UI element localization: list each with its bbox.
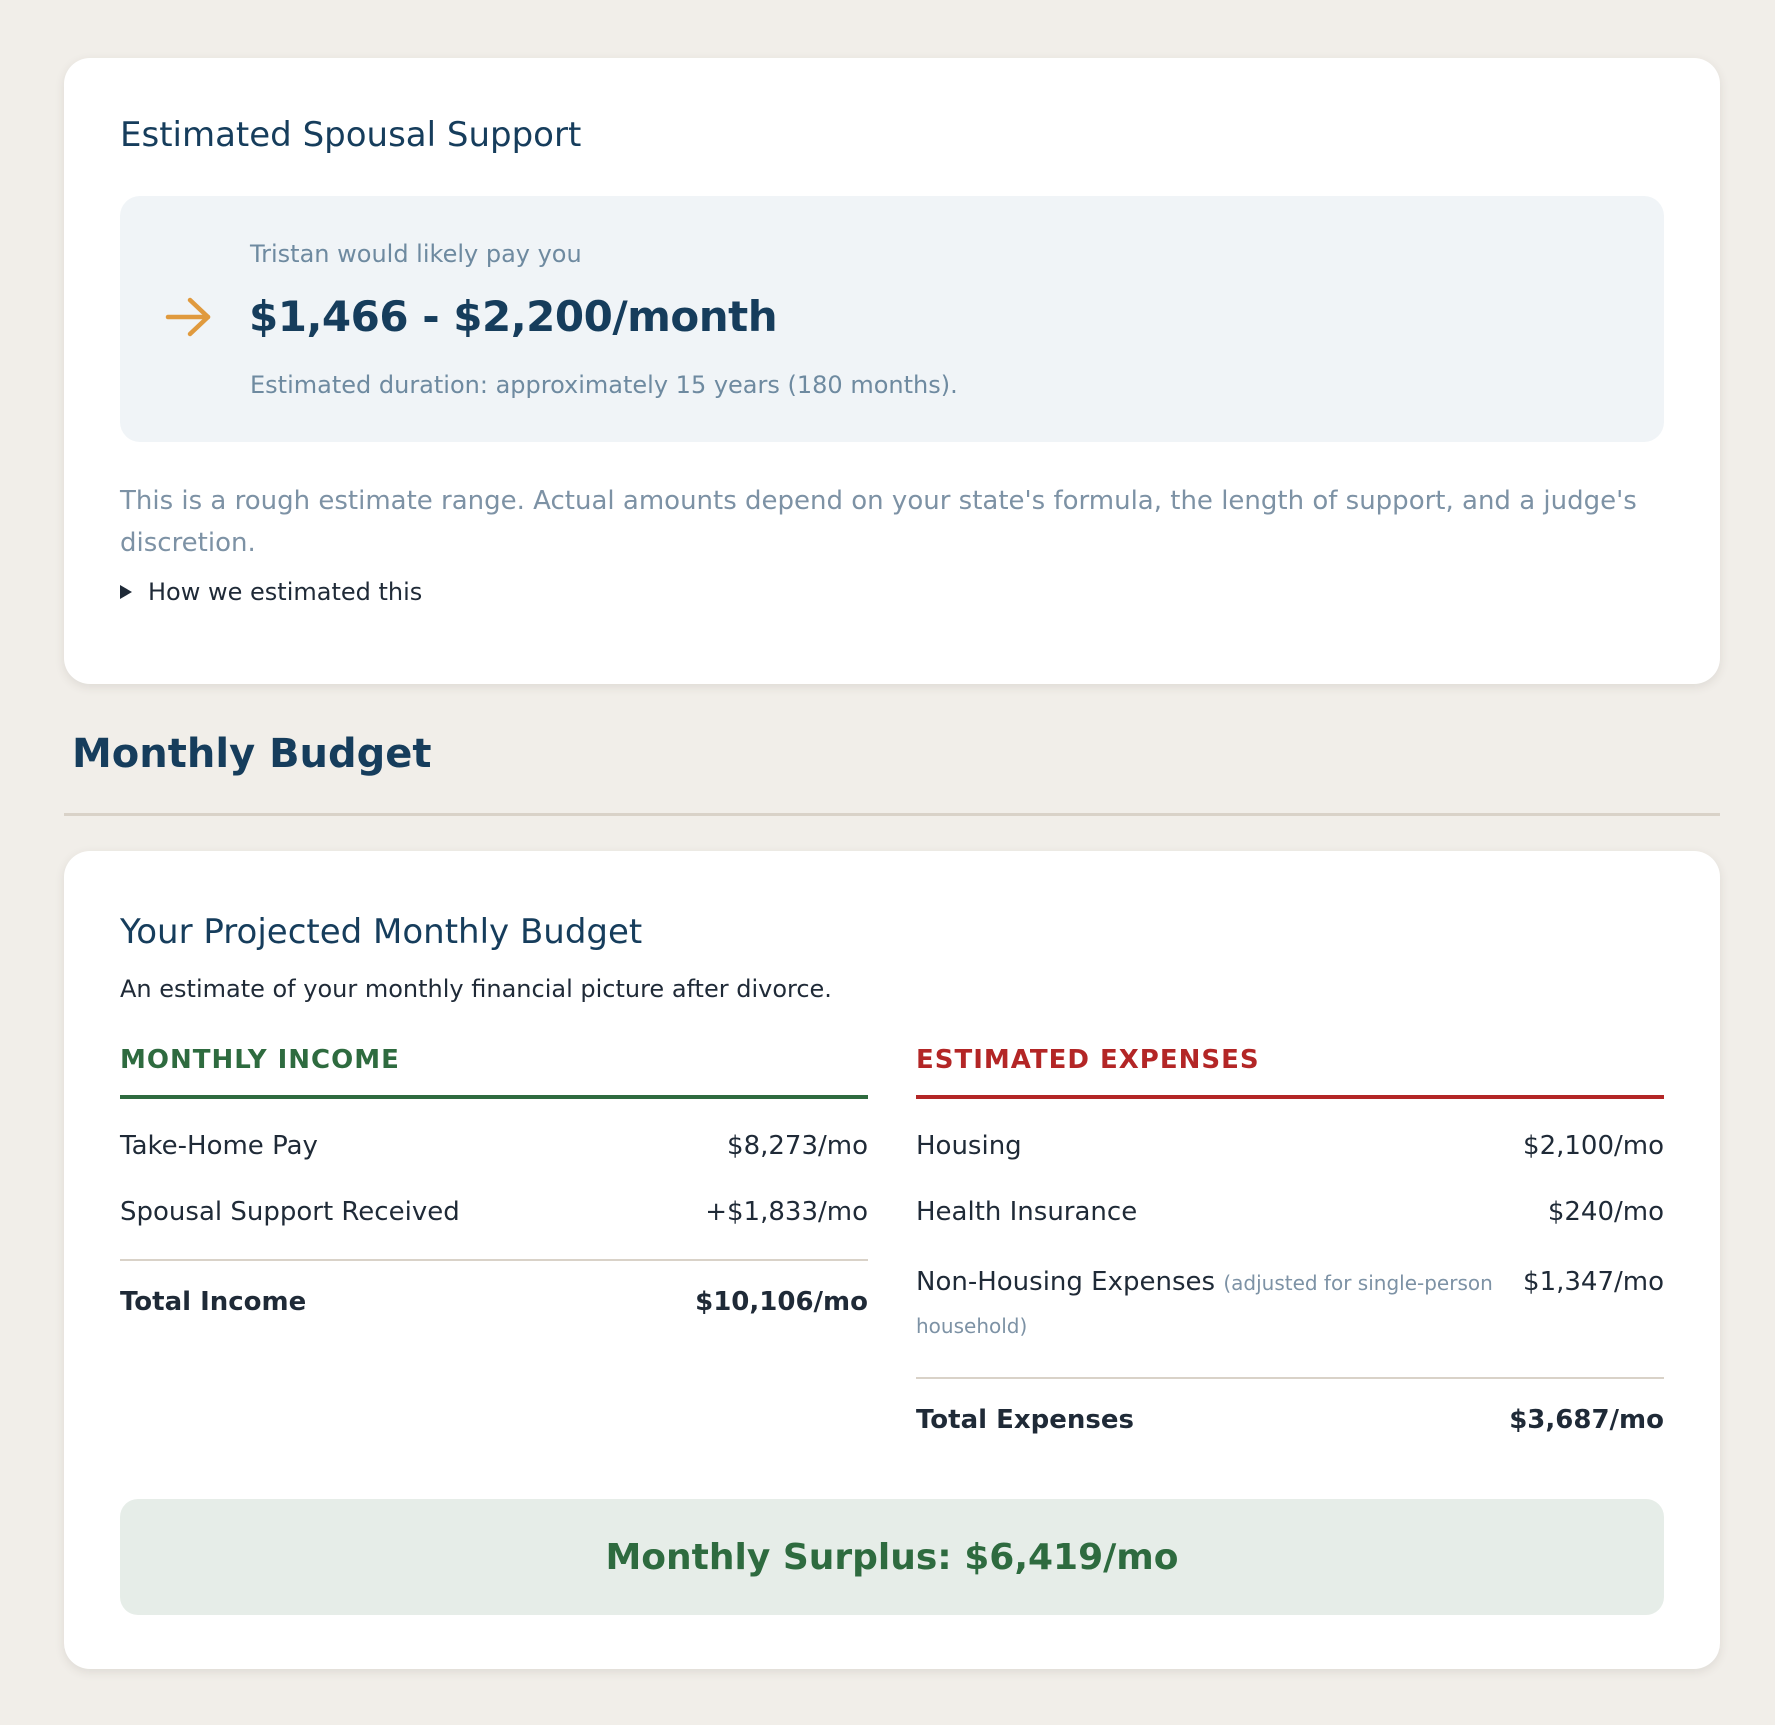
income-row: Take-Home Pay $8,273/mo [120,1129,868,1163]
total-expenses-row: Total Expenses $3,687/mo [916,1377,1664,1435]
budget-columns: MONTHLY INCOME Take-Home Pay $8,273/mo S… [120,1045,1664,1435]
total-income-value: $10,106/mo [695,1287,868,1317]
expense-row: Non-Housing Expenses (adjusted for singl… [916,1261,1664,1347]
expense-value: $2,100/mo [1523,1131,1664,1161]
income-value: $8,273/mo [727,1131,868,1161]
total-income-row: Total Income $10,106/mo [120,1259,868,1317]
income-row: Spousal Support Received +$1,833/mo [120,1195,868,1229]
support-card-title: Estimated Spousal Support [120,115,582,155]
expense-row: Housing $2,100/mo [916,1129,1664,1163]
expense-value: $1,347/mo [1523,1267,1664,1297]
monthly-surplus-banner: Monthly Surplus: $6,419/mo [120,1499,1664,1615]
budget-card-subtitle: An estimate of your monthly financial pi… [120,975,832,1003]
support-amount-range: $1,466 - $2,200/month [249,292,778,341]
budget-card-title: Your Projected Monthly Budget [120,912,643,952]
expense-label: Health Insurance [916,1197,1138,1227]
expense-row: Health Insurance $240/mo [916,1195,1664,1229]
arrow-right-icon [165,297,211,337]
total-expenses-value: $3,687/mo [1509,1405,1664,1435]
expense-value: $240/mo [1547,1197,1664,1227]
expense-label: Housing [916,1131,1022,1161]
expense-label-with-note: Non-Housing Expenses (adjusted for singl… [916,1261,1496,1347]
expenses-heading: ESTIMATED EXPENSES [916,1045,1664,1099]
payer-line: Tristan would likely pay you [250,240,582,268]
disclosure-triangle-icon [120,585,132,599]
section-divider [64,813,1720,816]
how-estimated-label: How we estimated this [148,578,423,606]
estimate-disclaimer: This is a rough estimate range. Actual a… [120,486,1637,558]
income-column: MONTHLY INCOME Take-Home Pay $8,273/mo S… [120,1045,868,1435]
how-estimated-toggle[interactable]: How we estimated this [120,578,1664,606]
expense-note: (adjusted for single-person household) [916,1271,1493,1338]
monthly-budget-heading: Monthly Budget [72,731,432,777]
income-label: Spousal Support Received [120,1197,460,1227]
income-heading: MONTHLY INCOME [120,1045,868,1099]
support-duration: Estimated duration: approximately 15 yea… [250,371,958,399]
total-expenses-label: Total Expenses [916,1405,1134,1435]
expense-label: Non-Housing Expenses [916,1267,1216,1297]
total-income-label: Total Income [120,1287,307,1317]
income-label: Take-Home Pay [120,1131,318,1161]
expenses-column: ESTIMATED EXPENSES Housing $2,100/mo Hea… [916,1045,1664,1435]
spousal-support-card: Estimated Spousal Support Tristan would … [64,58,1720,684]
income-value: +$1,833/mo [705,1197,868,1227]
monthly-budget-card: Your Projected Monthly Budget An estimat… [64,851,1720,1669]
support-estimate-box: Tristan would likely pay you $1,466 - $2… [120,196,1664,442]
